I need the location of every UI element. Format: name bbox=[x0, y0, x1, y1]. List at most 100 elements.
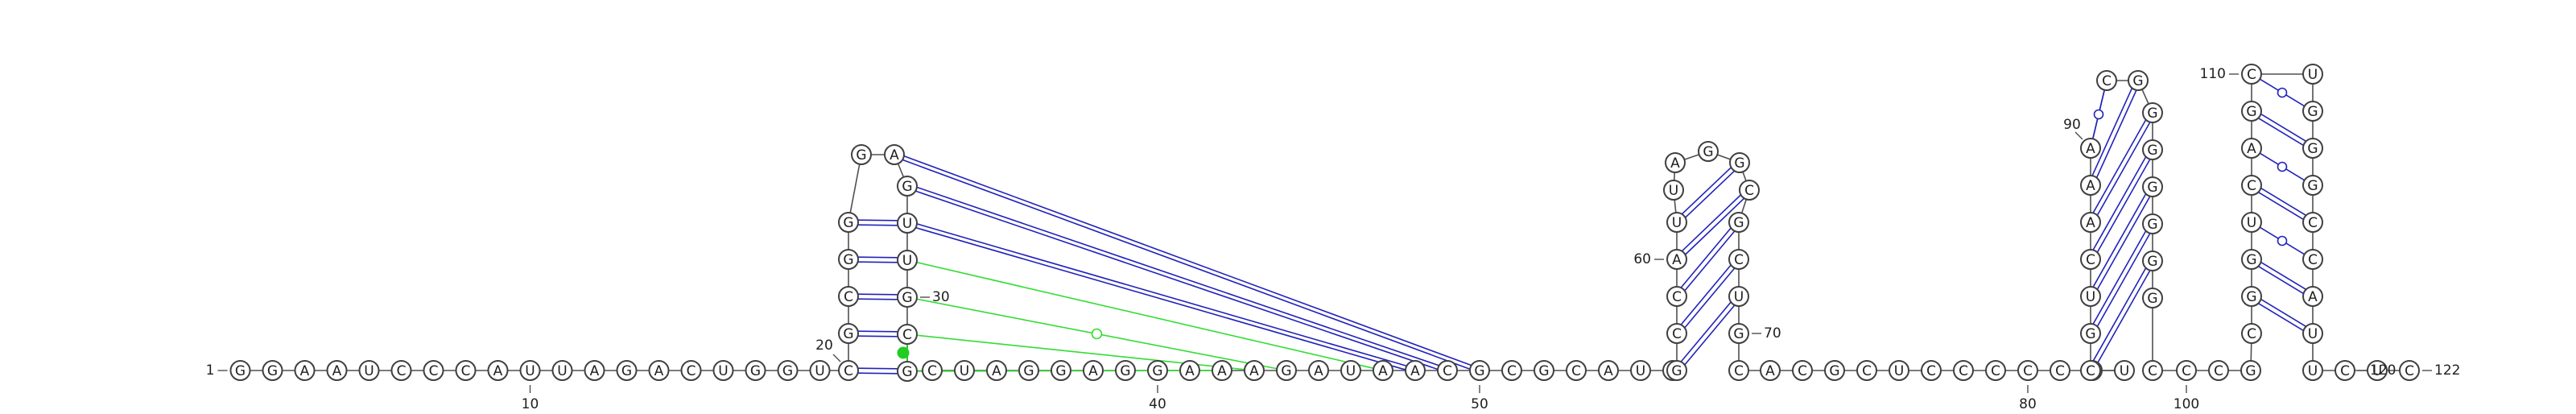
nucleotide: C bbox=[2399, 360, 2420, 381]
nucleotide-circle bbox=[1598, 360, 1619, 381]
base-pair-line bbox=[1680, 227, 1732, 288]
nucleotide-circle bbox=[897, 324, 918, 345]
nucleotide-circle bbox=[1728, 286, 1749, 307]
nucleotide-letter: A bbox=[890, 147, 899, 164]
nucleotide-circle bbox=[1147, 360, 1168, 381]
nucleotide-letter: G bbox=[856, 147, 866, 164]
nucleotide: C bbox=[2241, 175, 2262, 196]
nucleotide: G bbox=[1728, 212, 1749, 233]
backbone-segment bbox=[848, 154, 862, 223]
base-pair-line bbox=[1684, 304, 1736, 366]
nucleotide: G bbox=[1534, 360, 1554, 381]
nucleotide-circle bbox=[1276, 360, 1297, 381]
nucleotide-letter: G bbox=[902, 179, 912, 195]
nucleotide-letter: C bbox=[429, 363, 439, 379]
nucleotide-letter: U bbox=[2086, 289, 2095, 305]
nucleotide-circle bbox=[1824, 360, 1845, 381]
nucleotide-circle bbox=[262, 360, 283, 381]
nucleotide-circle bbox=[1244, 360, 1265, 381]
nucleotide-circle bbox=[1728, 323, 1749, 344]
nucleotide-letter: A bbox=[1088, 363, 1098, 379]
nucleotide: G bbox=[2142, 288, 2163, 308]
nucleotide-circle bbox=[2302, 138, 2323, 159]
nucleotide-letter: C bbox=[1862, 363, 1872, 379]
nucleotide-letter: G bbox=[843, 252, 853, 268]
nucleotide: U bbox=[809, 360, 831, 381]
position-label: 70 bbox=[1764, 325, 1781, 342]
nucleotide: C bbox=[2096, 70, 2117, 91]
nucleotide-circle bbox=[2142, 288, 2163, 308]
nucleotide-circle bbox=[1666, 360, 1687, 381]
nucleotide-letter: U bbox=[718, 363, 728, 379]
nucleotide: U bbox=[2080, 286, 2101, 307]
nucleotide-letter: C bbox=[2247, 178, 2256, 194]
base-pair-line bbox=[2092, 156, 2147, 250]
pseudoknot-pair-line bbox=[915, 226, 1406, 371]
nucleotide-letter: C bbox=[2148, 363, 2157, 379]
nucleotide-circle bbox=[2114, 360, 2135, 381]
nucleotide-letter: G bbox=[1829, 363, 1839, 379]
nucleotide-letter: C bbox=[2247, 67, 2256, 83]
nucleotide-letter: C bbox=[2405, 363, 2414, 379]
nucleotide: U bbox=[1630, 360, 1651, 381]
nucleotide: C bbox=[897, 324, 918, 345]
nucleotide-circle bbox=[2302, 286, 2323, 307]
nucleotide: A bbox=[1308, 360, 1329, 381]
nucleotide-circle bbox=[838, 212, 859, 233]
nucleotide: G bbox=[2241, 101, 2262, 122]
base-pair-line bbox=[2091, 88, 2133, 176]
nucleotide-circle bbox=[1985, 360, 2006, 381]
base-pair-line bbox=[1685, 170, 1735, 218]
nucleotide-circle bbox=[1051, 360, 1071, 381]
nucleotide: G bbox=[1666, 360, 1687, 381]
nucleotide-letter: C bbox=[1507, 363, 1517, 379]
nucleotide-circle bbox=[1698, 141, 1719, 162]
nucleotide-letter: U bbox=[1669, 183, 1678, 199]
nucleotide-circle bbox=[1308, 360, 1329, 381]
position-label: 122 bbox=[2434, 362, 2460, 379]
nucleotide: C bbox=[2142, 360, 2163, 381]
nucleotide-circle bbox=[838, 249, 859, 270]
nucleotide-circle bbox=[2050, 360, 2070, 381]
nucleotide: G bbox=[1728, 323, 1749, 344]
nucleotide: G bbox=[745, 360, 766, 381]
nucleotide-circle bbox=[2080, 323, 2101, 344]
pseudoknot-pair-line bbox=[915, 190, 1439, 371]
nucleotide-letter: A bbox=[590, 363, 600, 379]
nucleotide-circle bbox=[2302, 64, 2323, 85]
nucleotide: A bbox=[2241, 138, 2262, 159]
nucleotide-circle bbox=[1728, 360, 1749, 381]
nucleotide-letter: G bbox=[2085, 326, 2095, 342]
nucleotide-letter: U bbox=[2308, 363, 2318, 379]
base-pair-line bbox=[858, 293, 898, 296]
nucleotide: C bbox=[1501, 360, 1522, 381]
nucleotide: C bbox=[922, 360, 943, 381]
nucleotide: C bbox=[1985, 360, 2006, 381]
nucleotide: G bbox=[2302, 138, 2323, 159]
nucleotide-letter: A bbox=[2247, 141, 2256, 157]
nucleotide-circle bbox=[2302, 249, 2323, 270]
nucleotide-circle bbox=[954, 360, 975, 381]
nucleotide: C bbox=[838, 360, 859, 381]
base-pair-line bbox=[857, 261, 898, 263]
wobble-pair-marker bbox=[2277, 87, 2288, 98]
nucleotide: C bbox=[1792, 360, 1813, 381]
base-pair-line bbox=[857, 298, 898, 300]
nucleotide: G bbox=[777, 360, 799, 381]
position-label: 20 bbox=[815, 337, 833, 354]
nucleotide-letter: A bbox=[1672, 252, 1682, 268]
nucleotide-circle bbox=[1630, 360, 1651, 381]
nucleotide-circle bbox=[326, 360, 348, 381]
nucleotide: C bbox=[1921, 360, 1942, 381]
nucleotide-letter: U bbox=[815, 363, 824, 379]
nucleotide-circle bbox=[1566, 360, 1587, 381]
nucleotide: G bbox=[1051, 360, 1071, 381]
nucleotide: C bbox=[2241, 323, 2262, 344]
base-pair-line bbox=[2092, 193, 2147, 288]
nucleotide-letter: A bbox=[1185, 363, 1195, 379]
nucleotide: A bbox=[1598, 360, 1619, 381]
nucleotide-circle bbox=[851, 144, 872, 165]
base-pair-line bbox=[1685, 197, 1744, 255]
nucleotide-circle bbox=[2142, 250, 2163, 271]
base-pair-line bbox=[2096, 159, 2151, 253]
